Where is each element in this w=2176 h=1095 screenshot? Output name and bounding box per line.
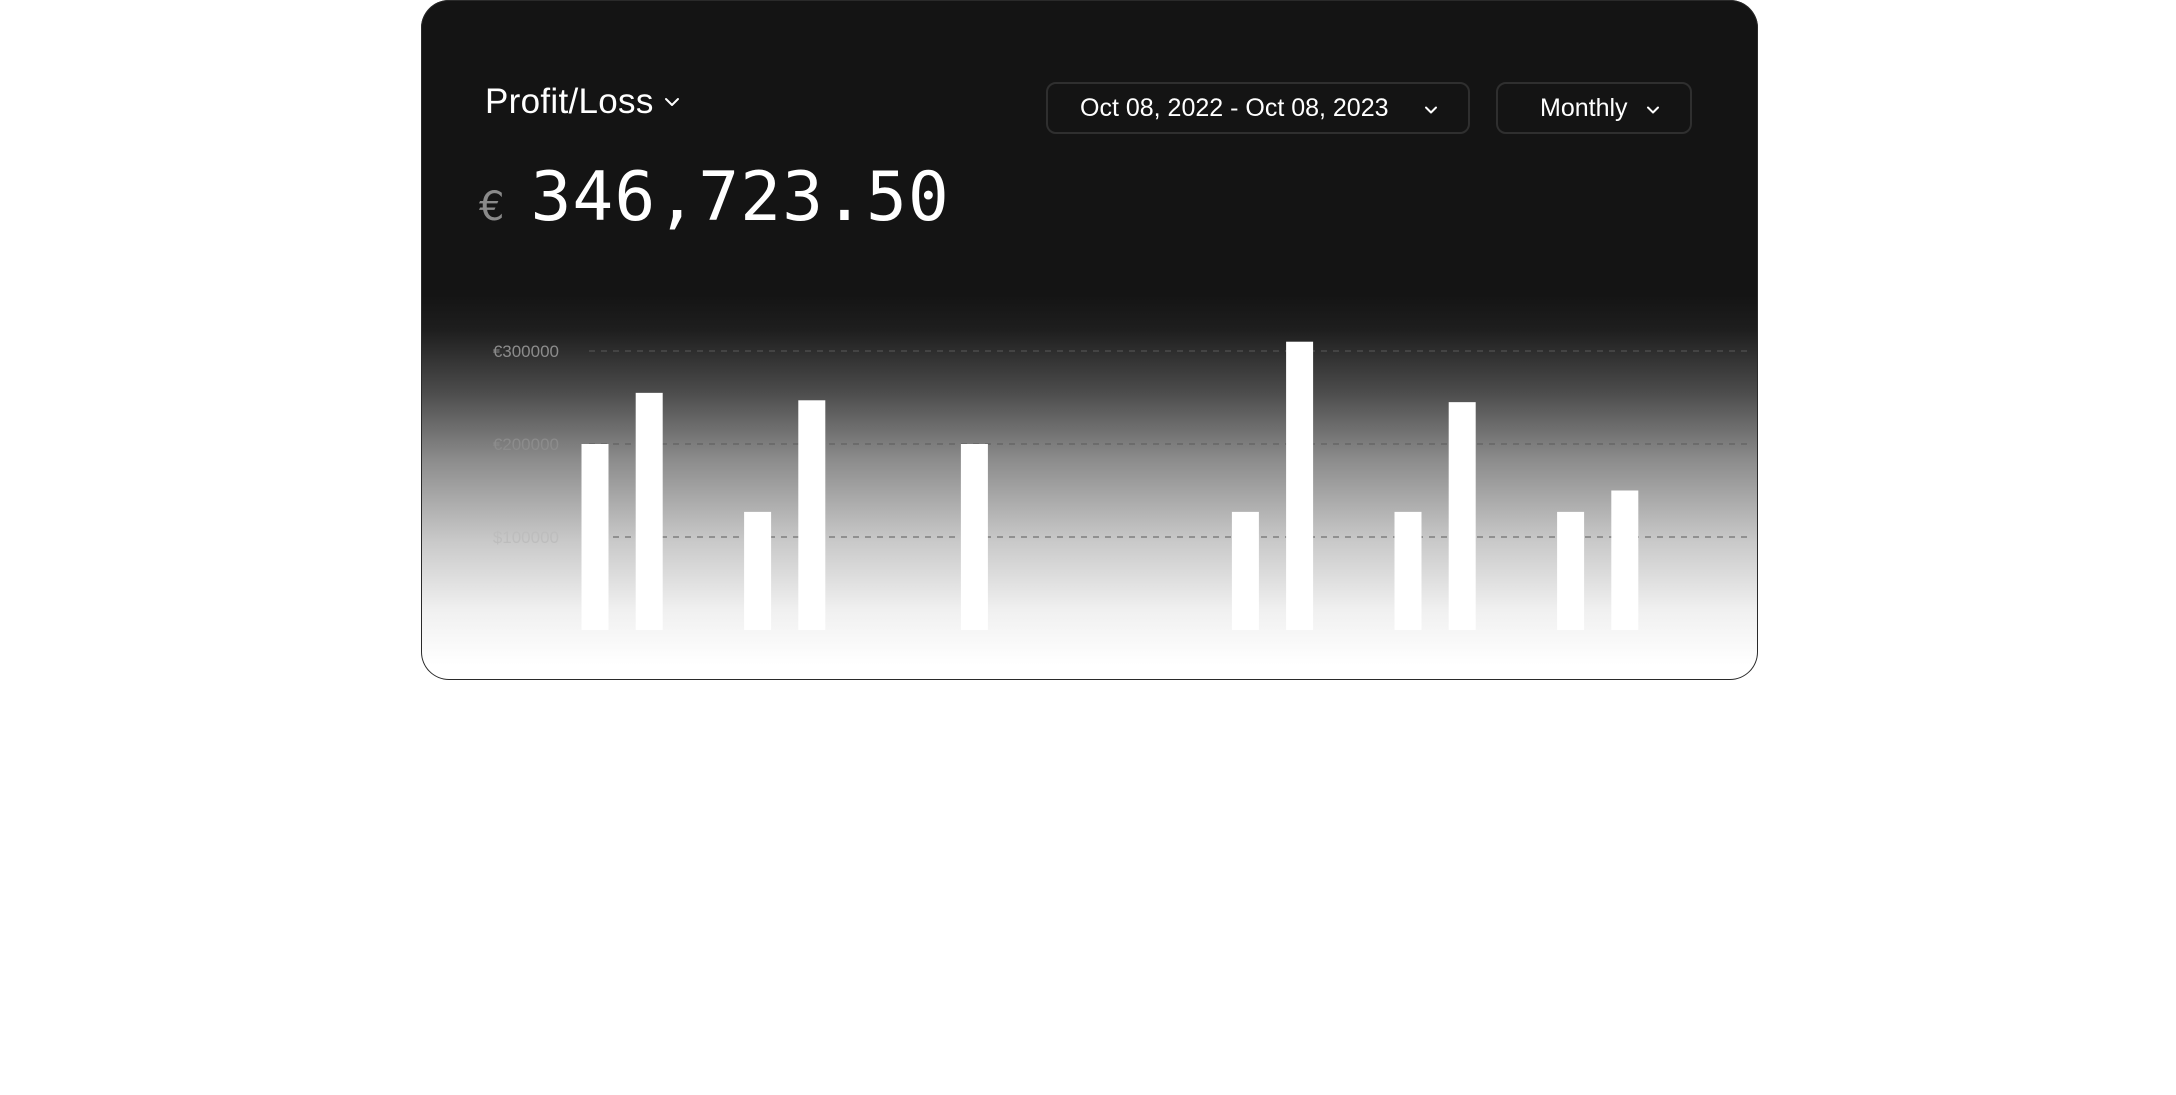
period-label: Monthly (1540, 93, 1628, 122)
chart-bar[interactable] (798, 400, 826, 630)
chart-bar[interactable] (1231, 511, 1259, 630)
y-tick-label: $100000 (493, 528, 559, 547)
chart-bar[interactable] (960, 444, 988, 630)
chart-bar[interactable] (1611, 490, 1639, 631)
y-tick-label: €300000 (493, 342, 559, 361)
chart-bar[interactable] (1448, 402, 1476, 630)
card-title: Profit/Loss (485, 82, 654, 121)
chevron-down-icon (664, 98, 679, 106)
profit-loss-card: Profit/Loss € 346,723.50 Oct 08, 2022 - … (421, 0, 1758, 680)
amount-value: 346,723.50 (530, 158, 950, 237)
date-range-select[interactable]: Oct 08, 2022 - Oct 08, 2023 (1046, 82, 1470, 134)
profit-loss-bar-chart: €300000 €200000 $100000 (493, 341, 1751, 631)
chart-bar[interactable] (635, 392, 663, 630)
date-range-label: Oct 08, 2022 - Oct 08, 2023 (1080, 93, 1389, 122)
chart-bar[interactable] (1286, 341, 1314, 630)
y-tick-label: €200000 (493, 435, 559, 454)
period-select[interactable]: Monthly (1496, 82, 1692, 134)
total-amount: € 346,723.50 (479, 158, 950, 237)
chevron-down-icon (1647, 106, 1659, 114)
chevron-down-icon (1425, 106, 1437, 114)
currency-symbol: € (479, 184, 505, 230)
title-dropdown[interactable]: Profit/Loss (485, 82, 682, 122)
chart-bar[interactable] (1557, 511, 1585, 630)
chart-bar[interactable] (581, 444, 609, 630)
chart-bar[interactable] (744, 511, 772, 630)
chart-bar[interactable] (1394, 511, 1422, 630)
